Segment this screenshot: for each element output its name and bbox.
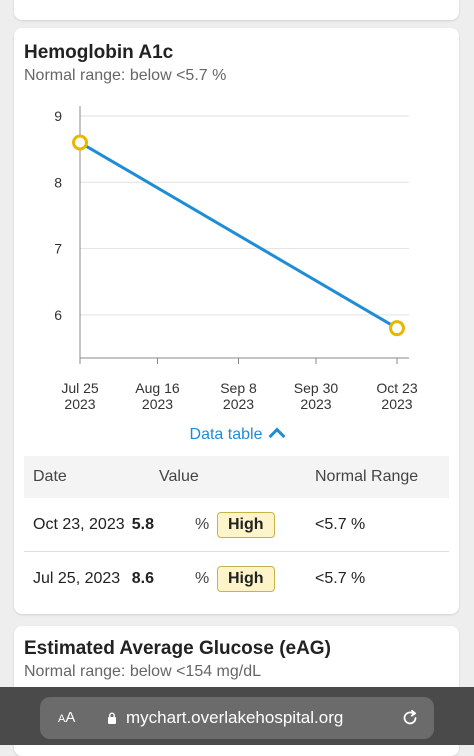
x-tick-label: 2023 [64, 396, 95, 412]
row-date: Jul 25, 2023 [33, 569, 121, 587]
previous-result-card [14, 0, 459, 20]
data-table: Date Value Normal Range Oct 23, 2023 5.8… [24, 456, 449, 605]
header-normal-range: Normal Range [315, 468, 419, 485]
table-row: Oct 23, 2023 5.8 % High <5.7 % [24, 498, 449, 552]
y-tick-label: 8 [54, 174, 62, 190]
x-tick-label: 2023 [300, 396, 331, 412]
x-tick-label: 2023 [142, 396, 173, 412]
chevron-up-icon [268, 427, 286, 445]
row-unit: % [195, 569, 210, 587]
normal-range-subtitle: Normal range: below <5.7 % [24, 67, 227, 84]
x-tick-label: 2023 [381, 396, 412, 412]
hemoglobin-a1c-card: Hemoglobin A1c Normal range: below <5.7 … [14, 28, 459, 614]
y-tick-label: 9 [54, 108, 62, 124]
browser-address-bar: AA mychart.overlakehospital.org [0, 687, 474, 745]
row-normal-range: <5.7 % [315, 515, 366, 533]
row-value: 8.6 [131, 569, 154, 587]
data-table-toggle[interactable]: Data table [14, 426, 459, 445]
lock-icon [108, 712, 116, 724]
header-value: Value [159, 468, 199, 485]
url-field[interactable]: AA mychart.overlakehospital.org [40, 697, 434, 739]
data-table-toggle-label: Data table [189, 426, 263, 443]
normal-range-subtitle: Normal range: below <154 mg/dL [24, 663, 262, 680]
url-text: mychart.overlakehospital.org [126, 708, 344, 727]
high-flag-badge: High [217, 511, 275, 538]
x-tick-label: Aug 16 [135, 380, 180, 396]
row-date: Oct 23, 2023 [33, 515, 125, 533]
a1c-series-line [78, 141, 399, 330]
text-size-button[interactable]: AA [58, 709, 76, 726]
x-tick-label: Jul 25 [61, 380, 99, 396]
row-value: 5.8 [131, 515, 154, 533]
row-normal-range: <5.7 % [315, 569, 366, 587]
y-tick-label: 6 [54, 307, 62, 323]
x-tick-label: Oct 23 [376, 380, 417, 396]
x-tick-label: Sep 30 [294, 380, 339, 396]
header-date: Date [33, 468, 67, 485]
reload-icon[interactable] [400, 708, 420, 728]
x-tick-label: Sep 8 [220, 380, 257, 396]
data-point-marker [72, 134, 88, 151]
result-title: Hemoglobin A1c [24, 42, 174, 63]
x-tick-label: 2023 [223, 396, 254, 412]
table-row: Jul 25, 2023 8.6 % High <5.7 % [24, 552, 449, 605]
y-tick-label: 7 [54, 241, 62, 257]
data-point-marker [389, 320, 405, 337]
row-unit: % [195, 515, 210, 533]
result-title: Estimated Average Glucose (eAG) [24, 638, 331, 659]
table-header: Date Value Normal Range [24, 456, 449, 498]
high-flag-badge: High [217, 565, 275, 592]
